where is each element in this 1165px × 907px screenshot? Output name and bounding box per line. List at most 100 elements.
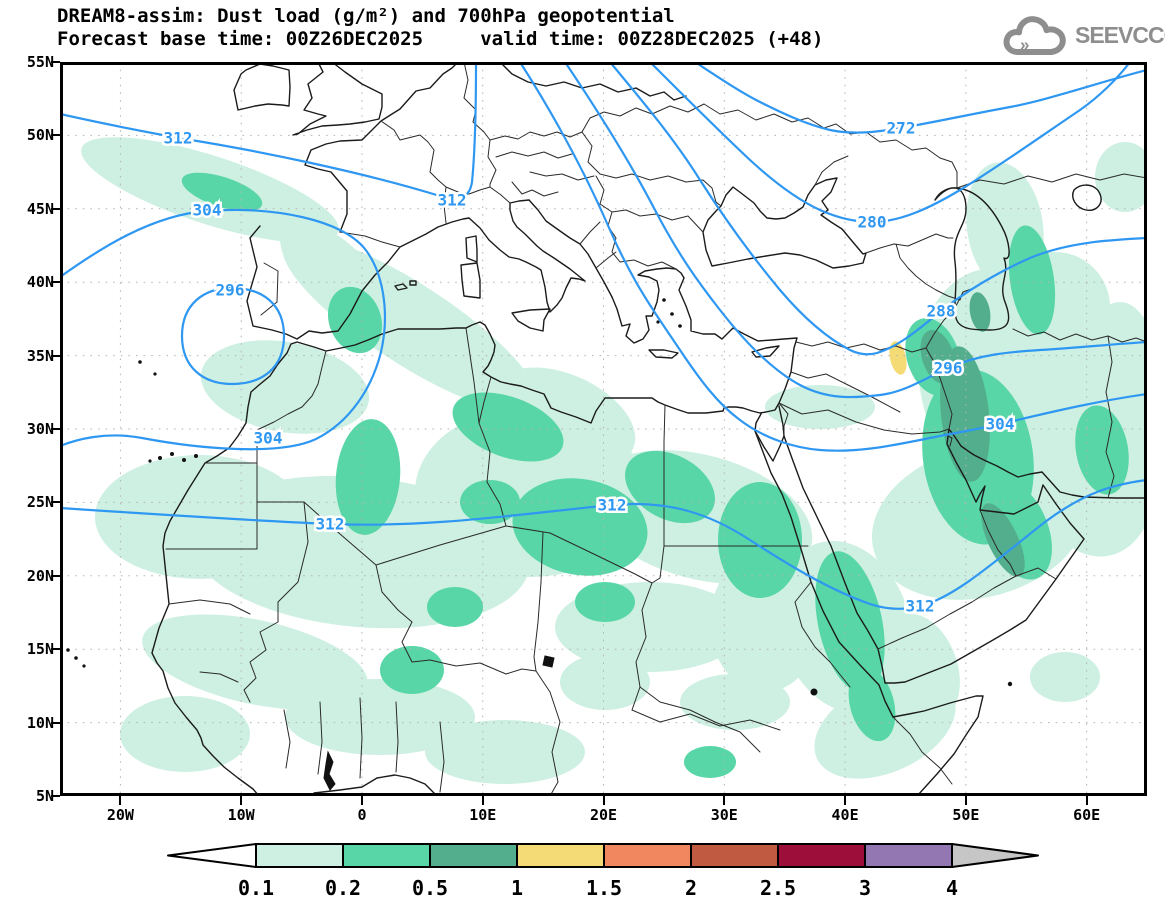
capeverde-dot <box>66 648 70 652</box>
lon-label-20E: 20E <box>589 806 618 824</box>
coast-iran-gulf <box>948 428 1147 499</box>
madeira-dot <box>138 360 142 364</box>
canary-island-dot <box>158 456 162 460</box>
coast-redsea-africa-horn <box>754 430 984 796</box>
canary-island-dot <box>148 459 152 463</box>
lon-tick <box>240 796 243 805</box>
map-frame <box>60 62 1147 796</box>
coast-black-sea <box>702 177 867 269</box>
coast-iberia-sfrance <box>246 217 470 340</box>
aegean-island-dot <box>670 312 674 316</box>
lat-label-50N: 50N <box>26 126 54 145</box>
lat-tick <box>51 61 60 63</box>
lon-label-0: 0 <box>357 806 367 824</box>
coast-caspian-sea <box>934 187 1010 331</box>
contour-label-312: 312 <box>598 496 627 515</box>
dust-layer-1 <box>889 341 907 375</box>
lon-label-10E: 10E <box>469 806 497 824</box>
coast-arabia <box>783 428 1085 684</box>
colorbar-segment-5 <box>690 843 779 868</box>
contour-label-296: 296 <box>216 281 245 300</box>
coast-sardinia <box>460 262 481 299</box>
lat-tick <box>51 574 60 577</box>
contour-312-northwest <box>60 62 478 200</box>
coast-france-atlantic <box>304 62 459 233</box>
contour-304-loop <box>60 208 386 451</box>
madeira-dot <box>153 372 157 376</box>
lon-tick <box>1085 796 1088 805</box>
lon-tick <box>723 796 726 805</box>
country-borders <box>165 62 1147 796</box>
contour-label-272: 272 <box>887 119 916 138</box>
contour-296-east <box>563 62 1147 399</box>
lon-label-60E: 60E <box>1073 806 1101 824</box>
colorbar-tick-label-0.2: 0.2 <box>325 876 361 900</box>
contour-label-312: 312 <box>164 129 193 148</box>
cloud-logo-icon: » <box>1003 16 1066 55</box>
coast-crete <box>648 349 679 359</box>
coast-sinai <box>754 405 785 462</box>
lat-tick <box>51 648 60 651</box>
dust-load-colorbar: 0.1 0.2 0.5 1 1.5 2 2.5 3 4 <box>167 843 1039 900</box>
contour-label-280: 280 <box>858 213 887 232</box>
coast-cyprus <box>751 345 780 358</box>
contour-label-312: 312 <box>906 597 935 616</box>
lat-label-35N: 35N <box>26 346 54 365</box>
contour-label-296: 296 <box>934 359 963 378</box>
capeverde-dot <box>74 656 78 660</box>
contour-296-closed <box>180 286 286 386</box>
lon-label-50E: 50E <box>952 806 980 824</box>
aegean-island-dot <box>662 298 666 302</box>
lat-tick <box>51 795 60 797</box>
lat-tick <box>51 281 60 284</box>
lon-label-30E: 30E <box>710 806 738 824</box>
geopotential-contours <box>60 62 1147 610</box>
lake-chad <box>542 655 555 668</box>
dust-layer-0.5 <box>920 292 1025 577</box>
lat-tick <box>51 428 60 430</box>
title-line-1: DREAM8-assim: Dust load (g/m²) and 700hP… <box>57 5 675 27</box>
seevccc-logo: » SEEVCCC <box>1002 14 1165 60</box>
coast-turkey-levant-africa <box>151 277 798 796</box>
colorbar-tick-label-1.5: 1.5 <box>586 876 622 900</box>
lon-label-20W: 20W <box>106 806 134 824</box>
aegean-island-dot <box>656 320 660 324</box>
colorbar-segment-1 <box>342 843 431 868</box>
contour-312-south <box>60 478 1147 610</box>
coast-italy <box>468 199 586 313</box>
colorbar-tick-label-4: 4 <box>946 876 958 900</box>
lat-label-20N: 20N <box>26 566 54 585</box>
contour-label-304: 304 <box>986 415 1015 434</box>
coast-adriatic-balkans <box>528 199 613 298</box>
coast-aral-sea <box>1072 184 1102 211</box>
capeverde-dot <box>82 664 86 668</box>
aegean-island-dot <box>678 324 682 328</box>
socotra-dot <box>1007 681 1013 687</box>
colorbar-segment-3 <box>516 843 605 868</box>
colorbar-segment-2 <box>429 843 518 868</box>
lake-volta <box>323 750 336 791</box>
map-canvas: 312 304 296 312 272 280 288 296 304 304 312 312 312 <box>60 62 1147 796</box>
coast-corsica <box>465 235 478 263</box>
coast-gulf-of-guinea <box>313 774 438 796</box>
lat-label-40N: 40N <box>26 273 54 292</box>
coast-balearics <box>394 280 417 291</box>
colorbar-segment-4 <box>603 843 692 868</box>
coast-baltic <box>499 62 687 101</box>
colorbar-tick-label-2.5: 2.5 <box>760 876 796 900</box>
contour-label-304: 304 <box>193 201 222 220</box>
contour-280 <box>648 62 1132 224</box>
contour-label-288: 288 <box>927 302 956 321</box>
colorbar-tick-label-0.5: 0.5 <box>412 876 448 900</box>
canary-island-dot <box>170 452 174 456</box>
coast-ireland <box>233 63 291 111</box>
lat-label-15N: 15N <box>26 640 54 659</box>
dust-layer-0.2 <box>181 172 1129 778</box>
colorbar-tick-label-2: 2 <box>685 876 697 900</box>
contour-value-labels: 312 304 296 312 272 280 288 296 304 304 312 312 312 <box>161 116 1017 618</box>
lat-tick <box>51 501 60 504</box>
lat-label-25N: 25N <box>26 493 54 512</box>
gridlines <box>60 62 1147 796</box>
lat-tick <box>51 134 60 137</box>
